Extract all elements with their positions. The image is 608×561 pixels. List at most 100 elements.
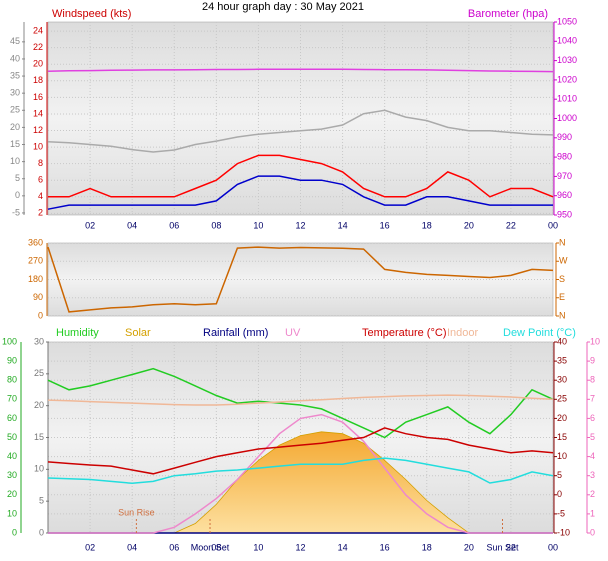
y-tick-label: 18	[33, 75, 43, 85]
x-tick-label: 22	[506, 542, 516, 552]
y-tick-label: 90	[7, 355, 17, 365]
x-tick-label: 10	[253, 542, 263, 552]
y-tick-label: 12	[33, 125, 43, 135]
y3-tick-label: 20	[10, 122, 20, 132]
y-tick-label: 80	[7, 375, 17, 385]
y-tick-label: 20	[7, 489, 17, 499]
x-tick-label: 20	[464, 542, 474, 552]
y2-tick-label: N	[559, 310, 566, 320]
y3-tick-label: 5	[39, 496, 44, 506]
y3-tick-label: 45	[10, 36, 20, 46]
y2-tick-label: W	[559, 256, 568, 266]
y2-tick-label: 970	[557, 171, 572, 181]
annotation: Sun Set	[486, 542, 519, 552]
y3-tick-label: 10	[10, 156, 20, 166]
line	[47, 175, 553, 210]
y3-tick-label: 30	[10, 88, 20, 98]
y-tick-label: 16	[33, 92, 43, 102]
y-tick-label: 10	[7, 508, 17, 518]
line	[47, 68, 554, 73]
x-tick-label: 00	[548, 542, 558, 552]
y4-tick-label: 5	[590, 432, 595, 442]
y3-tick-label: 25	[10, 105, 20, 115]
y2-tick-label: 1030	[557, 55, 577, 65]
y4-tick-label: 6	[590, 413, 595, 423]
y2-tick-label: 960	[557, 190, 572, 200]
y-tick-label: 22	[33, 42, 43, 52]
line	[47, 427, 554, 475]
annotation: Sun Rise	[118, 507, 155, 517]
y2-tick-label: S	[559, 274, 565, 284]
y2-tick-label: 35	[557, 355, 567, 365]
line	[47, 246, 554, 313]
line	[47, 109, 554, 153]
y2-tick-label: 15	[557, 432, 567, 442]
y4-tick-label: 9	[590, 355, 595, 365]
line	[47, 367, 554, 439]
y3-tick-label: 5	[15, 173, 20, 183]
y2-tick-label: 1020	[557, 74, 577, 84]
y3-tick-label: -5	[12, 207, 20, 217]
x-tick-label: 00	[548, 220, 558, 230]
chart-title: 24 hour graph day : 30 May 2021	[202, 1, 364, 13]
y-tick-label: 60	[7, 413, 17, 423]
y-tick-label: 2	[38, 208, 43, 218]
x-tick-label: 12	[295, 542, 305, 552]
y2-tick-label: N	[559, 237, 566, 247]
y-tick-label: 100	[2, 336, 17, 346]
legend-entry: Temperature (°C)	[362, 327, 446, 339]
y3-tick-label: 15	[34, 432, 44, 442]
line	[48, 154, 554, 198]
y-tick-label: 30	[7, 470, 17, 480]
x-tick-label: 06	[169, 220, 179, 230]
legend-entry: UV	[285, 327, 301, 339]
y3-tick-label: 25	[34, 368, 44, 378]
y2-tick-label: 30	[557, 375, 567, 385]
legend-entry: Dew Point (°C)	[503, 327, 576, 339]
y2-tick-label: -5	[557, 508, 565, 518]
x-tick-label: 18	[422, 220, 432, 230]
y3-tick-label: 30	[34, 336, 44, 346]
legend-entry: Indoor	[447, 327, 479, 339]
y2-tick-label: 1010	[557, 94, 577, 104]
x-tick-label: 20	[464, 220, 474, 230]
y2-tick-label: 20	[557, 413, 567, 423]
y-tick-label: 0	[38, 310, 43, 320]
y-tick-label: 90	[33, 292, 43, 302]
legend-entry: Rainfall (mm)	[203, 327, 268, 339]
x-tick-label: 12	[295, 220, 305, 230]
y-tick-label: 14	[33, 108, 43, 118]
x-tick-label: 14	[338, 542, 348, 552]
x-tick-label: 08	[211, 542, 221, 552]
y2-tick-label: 0	[557, 489, 562, 499]
x-tick-label: 06	[169, 542, 179, 552]
x-tick-label: 02	[85, 220, 95, 230]
y2-tick-label: 1040	[557, 36, 577, 46]
x-tick-label: 16	[380, 542, 390, 552]
y-tick-label: 70	[7, 394, 17, 404]
x-tick-label: 18	[422, 542, 432, 552]
y-tick-label: 10	[33, 141, 43, 151]
y3-tick-label: 40	[10, 53, 20, 63]
y4-tick-label: 1	[590, 508, 595, 518]
x-tick-label: 14	[338, 220, 348, 230]
x-tick-label: 08	[211, 220, 221, 230]
y2-tick-label: 950	[557, 209, 572, 219]
y2-tick-label: E	[559, 292, 565, 302]
x-tick-label: 16	[380, 220, 390, 230]
y-tick-label: 40	[7, 451, 17, 461]
y-tick-label: 20	[33, 59, 43, 69]
y2-tick-label: 5	[557, 470, 562, 480]
x-tick-label: 04	[127, 542, 137, 552]
y2-tick-label: 1050	[557, 16, 577, 26]
y4-tick-label: 0	[590, 527, 595, 537]
x-tick-label: 22	[506, 220, 516, 230]
x-tick-label: 10	[253, 220, 263, 230]
y2-tick-label: 980	[557, 151, 572, 161]
y4-tick-label: 4	[590, 451, 595, 461]
y2-tick-label: 25	[557, 394, 567, 404]
y3-tick-label: 35	[10, 70, 20, 80]
line	[47, 457, 554, 485]
y2-tick-label: -10	[557, 527, 570, 537]
